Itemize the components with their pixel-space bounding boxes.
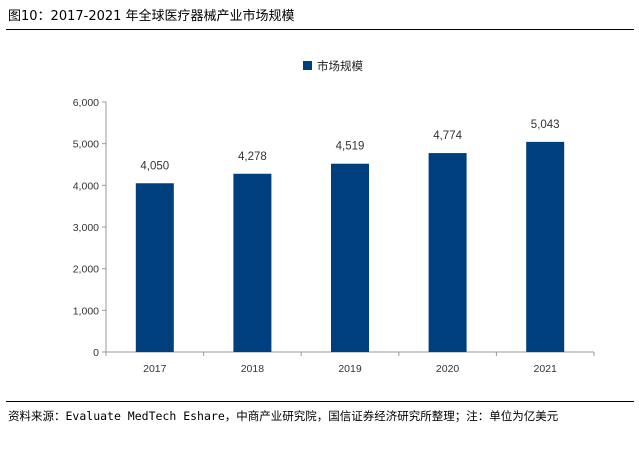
y-tick-label: 3,000 (73, 222, 99, 234)
bar-2021 (526, 141, 565, 352)
axes: 0 1,000 2,000 3,000 4,000 5,000 6,000 2017 2018 2… (73, 97, 595, 375)
bar-2019 (331, 163, 369, 352)
x-tick-label: 2017 (143, 363, 167, 375)
figure-title: 图10：2017-2021 年全球医疗器械产业市场规模 (8, 9, 295, 24)
legend: 市场规模 (303, 59, 363, 73)
data-label-2017: 4,050 (140, 160, 169, 172)
y-tick-label: 1,000 (73, 305, 99, 317)
data-label-2021: 5,043 (531, 119, 560, 131)
y-tick-label: 2,000 (73, 264, 99, 276)
data-label-2018: 4,278 (238, 151, 267, 163)
legend-label: 市场规模 (317, 59, 363, 73)
y-tick-label: 0 (93, 347, 99, 359)
data-label-2020: 4,774 (433, 130, 462, 142)
y-tick-label: 6,000 (73, 97, 99, 109)
data-labels: 4,050 4,278 4,519 4,774 5,043 (140, 119, 559, 172)
data-label-2019: 4,519 (336, 141, 365, 153)
source-note: 资料来源：Evaluate MedTech Eshare，中商产业研究院，国信证… (8, 409, 559, 423)
y-tick-label: 4,000 (73, 180, 99, 192)
x-tick-label: 2021 (534, 363, 558, 375)
legend-swatch (303, 61, 312, 70)
y-tick-label: 5,000 (73, 139, 99, 151)
bar-2018 (233, 173, 272, 352)
title-divider (6, 29, 634, 30)
bars (135, 141, 565, 352)
x-tick-label: 2019 (338, 363, 362, 375)
source-divider (6, 401, 634, 402)
bar-2017 (135, 183, 174, 352)
x-tick-label: 2020 (436, 363, 460, 375)
x-tick-label: 2018 (241, 363, 265, 375)
bar-2020 (428, 153, 467, 352)
